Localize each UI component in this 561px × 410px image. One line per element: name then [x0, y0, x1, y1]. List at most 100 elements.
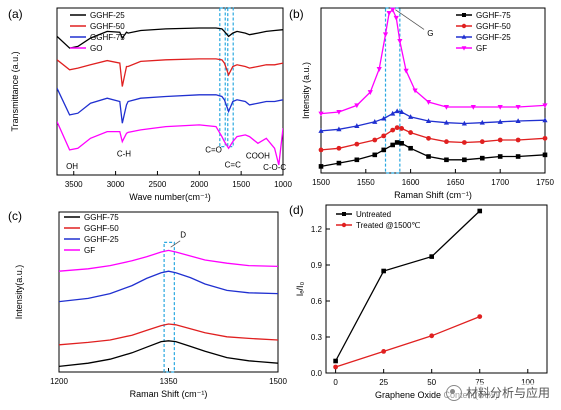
panel-label: (d) — [289, 203, 304, 217]
series-line-2 — [57, 58, 283, 87]
data-point — [542, 117, 548, 123]
data-point — [542, 103, 548, 109]
y-tick-label: 0.9 — [311, 261, 323, 270]
series-line-1 — [321, 141, 545, 168]
data-point — [426, 135, 431, 141]
series-line-1 — [335, 210, 481, 362]
data-point — [318, 164, 324, 169]
x-tick-label: 2000 — [190, 180, 208, 189]
x-tick-label: 1350 — [160, 377, 178, 386]
x-tick-label: 50 — [427, 378, 436, 387]
panel-d: (d) 0 25 50 75 100 0.0 0.3 0.6 0.9 1.2 Graphene Oxi… — [289, 203, 548, 400]
data-point — [429, 333, 435, 339]
y-tick-label: 0.0 — [311, 369, 323, 378]
legend-marker — [462, 13, 466, 17]
legend-label: GGHF-25 — [90, 11, 125, 20]
data-point — [318, 128, 324, 133]
data-point — [372, 137, 378, 143]
x-tick-label: 0 — [333, 378, 338, 387]
data-point — [381, 115, 387, 121]
series-line-2 — [59, 323, 278, 346]
legend-marker — [342, 212, 346, 216]
x-tick-label: 100 — [521, 378, 535, 387]
annotation: C-O-C — [263, 163, 286, 172]
data-point — [376, 67, 382, 72]
plot-frame — [320, 7, 546, 174]
data-point — [372, 152, 378, 158]
legend-label: GGHF-75 — [476, 11, 511, 20]
watermark: 材料分析与应用 — [442, 383, 553, 402]
y-axis-label: Iₑ/I₀ — [295, 281, 305, 296]
x-tick-label: 1000 — [274, 180, 292, 189]
data-point — [336, 109, 342, 115]
x-tick-label: 1700 — [491, 178, 509, 187]
data-point — [461, 120, 467, 126]
data-point — [444, 139, 449, 145]
data-point — [381, 147, 387, 153]
annotation: OH — [66, 162, 78, 171]
data-point — [477, 208, 483, 214]
data-point — [399, 141, 404, 146]
data-point — [542, 135, 548, 141]
x-tick-label: 2500 — [149, 180, 167, 189]
legend-label: GGHF-25 — [84, 235, 119, 244]
data-point — [477, 314, 483, 319]
highlight-box — [227, 7, 234, 148]
panel-c: (c) 1200 1350 1500 Raman Shift (cm⁻¹) Intensi… — [8, 209, 287, 399]
legend-label: Treated @1500℃ — [356, 221, 420, 230]
series-line-4 — [321, 8, 545, 115]
panel-label: (a) — [8, 7, 23, 21]
legend-label: GGHF-50 — [476, 22, 511, 31]
data-point — [408, 114, 414, 119]
legend-marker — [461, 34, 467, 39]
data-point — [462, 157, 467, 163]
g-peak-leader — [395, 9, 425, 30]
data-point — [336, 145, 342, 151]
data-point — [542, 152, 548, 158]
data-point — [393, 15, 399, 21]
y-tick-label: 0.3 — [311, 333, 323, 342]
data-point — [381, 268, 386, 274]
x-tick-label: 1750 — [536, 178, 554, 187]
data-point — [394, 140, 400, 145]
series-line-1 — [59, 340, 278, 368]
data-point — [515, 154, 521, 159]
y-axis-label: Intensity(a.u.) — [14, 265, 24, 320]
data-point — [479, 155, 485, 161]
data-point — [372, 119, 378, 124]
data-point — [497, 137, 503, 143]
data-point — [461, 140, 467, 145]
data-point — [390, 142, 395, 148]
data-point — [479, 139, 485, 145]
data-point — [381, 349, 387, 354]
data-point — [318, 111, 324, 117]
data-point — [397, 39, 403, 44]
highlight-box — [163, 241, 175, 373]
data-point — [479, 119, 485, 125]
legend-label: GO — [90, 44, 102, 53]
series-line-3 — [57, 87, 283, 124]
legend-label: GGHF-75 — [90, 33, 125, 42]
series-line-3 — [59, 270, 278, 303]
data-point — [443, 119, 450, 125]
y-axis-label: Intensity (a.u.) — [301, 62, 311, 119]
y-axis-label: Transmittance (a.u.) — [10, 51, 20, 131]
data-point — [394, 108, 400, 114]
series-line-2 — [335, 315, 480, 368]
legend-marker — [461, 46, 467, 51]
plot-frame — [56, 7, 284, 176]
data-point — [354, 123, 360, 128]
series-line-4 — [57, 121, 283, 166]
data-point — [497, 105, 503, 110]
x-axis-label: Raman Shift (cm⁻¹) — [130, 389, 208, 399]
data-point — [394, 125, 400, 131]
legend-label: GGHF-75 — [84, 213, 119, 222]
x-tick-label: 3000 — [107, 180, 125, 189]
data-point — [367, 90, 373, 95]
data-point — [497, 154, 503, 159]
x-tick-label: 1500 — [312, 178, 330, 187]
data-point — [426, 154, 431, 159]
plot-frame — [325, 204, 548, 374]
data-point — [354, 103, 360, 109]
